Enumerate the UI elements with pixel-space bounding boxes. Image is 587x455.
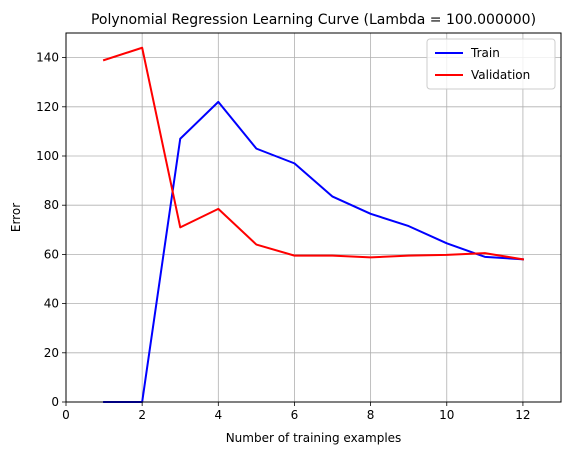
y-tick-label: 80 (44, 198, 59, 212)
x-tick-label: 10 (439, 408, 454, 422)
y-tick-label: 140 (36, 51, 59, 65)
legend: Train Validation (426, 38, 556, 90)
x-tick-label: 8 (367, 408, 375, 422)
y-tick-label: 120 (36, 100, 59, 114)
x-axis-label: Number of training examples (226, 431, 402, 445)
y-axis-label: Error (9, 203, 23, 232)
x-tick-label: 2 (138, 408, 146, 422)
y-tick-label: 100 (36, 149, 59, 163)
x-tick-label: 12 (515, 408, 530, 422)
x-tick-label: 6 (291, 408, 299, 422)
series-lines (102, 46, 525, 403)
series-line-validation (102, 46, 525, 261)
series-line-train (103, 100, 524, 403)
y-tick-label: 40 (44, 297, 59, 311)
chart-title: Polynomial Regression Learning Curve (La… (91, 12, 536, 28)
legend-box (426, 38, 556, 90)
x-tick-label: 0 (62, 408, 70, 422)
plot-frame (65, 32, 562, 403)
legend-label-train: Train (470, 46, 500, 60)
y-tick-label: 0 (51, 395, 59, 409)
legend-label-validation: Validation (471, 68, 530, 82)
x-tick-label: 4 (214, 408, 222, 422)
y-tick-label: 20 (44, 346, 59, 360)
y-tick-label: 60 (44, 247, 59, 261)
